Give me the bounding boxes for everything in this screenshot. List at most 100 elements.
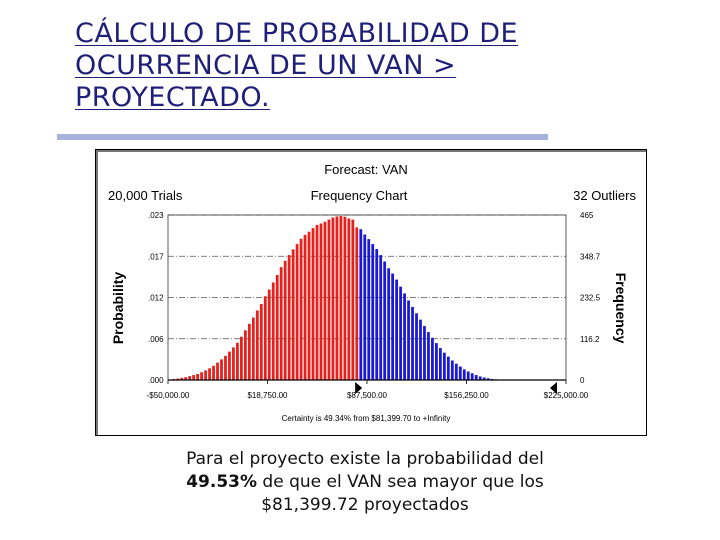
y-tick-label-left: .017 bbox=[148, 252, 164, 261]
trials-label: 20,000 Trials bbox=[108, 188, 183, 203]
histogram-bar bbox=[192, 375, 196, 380]
histogram-bar bbox=[371, 244, 375, 380]
caption-line-2: de que el VAN sea mayor que los bbox=[257, 472, 544, 492]
y-tick-label-left: .006 bbox=[148, 335, 164, 344]
histogram-bar bbox=[415, 313, 418, 380]
histogram-bar bbox=[176, 378, 180, 380]
chart-title: Forecast: VAN bbox=[324, 162, 408, 177]
histogram-bar bbox=[486, 378, 490, 380]
histogram-bar bbox=[200, 372, 203, 380]
y-tick-label-left: .000 bbox=[148, 376, 164, 385]
histogram-bar bbox=[395, 279, 399, 380]
histogram-bar bbox=[478, 376, 482, 380]
histogram-bar bbox=[355, 227, 359, 380]
histogram-bar bbox=[236, 342, 239, 380]
x-tick-label: $18,750.00 bbox=[247, 391, 288, 400]
certainty-text: Certainty is 49.34% from $81,399.70 to +… bbox=[282, 414, 451, 423]
histogram-bar bbox=[399, 286, 402, 380]
histogram-bar bbox=[359, 229, 363, 380]
histogram-bar bbox=[335, 216, 339, 380]
histogram-bar bbox=[327, 219, 331, 380]
histogram-bar bbox=[442, 352, 446, 380]
histogram-bar bbox=[303, 234, 307, 380]
histogram-bar bbox=[315, 224, 319, 380]
histogram-bar bbox=[212, 365, 215, 380]
histogram-bar bbox=[184, 377, 188, 380]
histogram-bar bbox=[275, 274, 279, 380]
histogram-bar bbox=[454, 363, 458, 380]
histogram-bar bbox=[458, 366, 462, 380]
histogram-bar bbox=[343, 216, 347, 380]
title-line-2: OCURRENCIA DE UN VAN > bbox=[75, 50, 457, 81]
y-axis-label-left: Probability bbox=[110, 272, 126, 345]
histogram-bar bbox=[243, 330, 247, 380]
histogram-bar bbox=[482, 377, 486, 380]
y-tick-label-right: 116.2 bbox=[580, 335, 600, 344]
histogram-bar bbox=[196, 373, 200, 380]
certainty-start-marker bbox=[355, 382, 363, 394]
histogram-bar bbox=[474, 375, 478, 380]
histogram-bar bbox=[462, 369, 466, 380]
y-tick-label-left: .012 bbox=[148, 294, 164, 303]
x-tick-label: -$50,000.00 bbox=[147, 391, 190, 400]
title-line-3: PROYECTADO. bbox=[75, 82, 271, 113]
histogram-bar bbox=[291, 249, 295, 380]
histogram-bar bbox=[446, 356, 450, 380]
histogram-bar bbox=[224, 355, 227, 380]
histogram-bar bbox=[299, 238, 303, 380]
histogram-bar bbox=[331, 217, 335, 380]
x-tick-label: $87,500.00 bbox=[347, 391, 388, 400]
histogram-bar bbox=[232, 347, 235, 380]
outliers-label: 32 Outliers bbox=[573, 188, 636, 203]
histogram-bar bbox=[339, 216, 343, 380]
histogram-bar bbox=[435, 343, 438, 380]
histogram-bar bbox=[228, 351, 231, 380]
histogram-bar bbox=[427, 332, 430, 380]
histogram-bar bbox=[287, 255, 291, 380]
histogram-bar bbox=[347, 218, 351, 380]
forecast-chart: Forecast: VAN Frequency Chart 20,000 Tri… bbox=[95, 149, 647, 436]
histogram-bar bbox=[387, 268, 391, 380]
histogram-bar bbox=[375, 249, 379, 380]
y-tick-label-right: 465 bbox=[580, 211, 594, 220]
histogram-bar bbox=[251, 317, 255, 380]
histogram-bar bbox=[311, 228, 315, 380]
caption-probability: 49.53% bbox=[186, 472, 258, 492]
histogram-bar bbox=[411, 306, 414, 380]
histogram-bar bbox=[295, 244, 299, 380]
histogram-bar bbox=[319, 223, 323, 380]
histogram-bar bbox=[216, 362, 219, 380]
caption: Para el proyecto existe la probabilidad … bbox=[140, 448, 590, 517]
histogram-bar bbox=[419, 319, 422, 380]
histogram-bar bbox=[267, 289, 271, 380]
histogram-bar bbox=[391, 273, 395, 380]
histogram-bar bbox=[180, 377, 184, 380]
histogram-bar bbox=[367, 239, 371, 380]
histogram-bar bbox=[247, 323, 251, 380]
histogram-bar bbox=[450, 360, 454, 380]
title-divider bbox=[57, 134, 548, 140]
histogram-bar bbox=[403, 293, 406, 380]
histogram-bar bbox=[188, 376, 192, 380]
histogram-bar bbox=[407, 300, 410, 380]
histogram-bar bbox=[423, 326, 426, 380]
histogram-bar bbox=[470, 373, 474, 380]
frequency-chart-svg: Forecast: VAN Frequency Chart 20,000 Tri… bbox=[108, 162, 636, 423]
histogram-bar bbox=[383, 261, 387, 380]
y-tick-label-left: .023 bbox=[148, 211, 164, 220]
caption-line-3: $81,399.72 proyectados bbox=[261, 495, 469, 515]
caption-line-1: Para el proyecto existe la probabilidad … bbox=[186, 449, 544, 469]
histogram-bar bbox=[259, 304, 263, 380]
histogram-bar bbox=[208, 368, 211, 380]
slide-title: CÁLCULO DE PROBABILIDAD DE OCURRENCIA DE… bbox=[75, 18, 635, 114]
y-tick-label-right: 232.5 bbox=[580, 294, 601, 303]
y-tick-label-right: 0 bbox=[580, 376, 585, 385]
y-axis-label-right: Frequency bbox=[613, 273, 629, 344]
chart-subtitle: Frequency Chart bbox=[311, 188, 408, 203]
histogram-bar bbox=[220, 359, 223, 380]
histogram-bar bbox=[323, 221, 327, 380]
histogram-bar bbox=[255, 310, 259, 380]
histogram-bar bbox=[279, 267, 283, 380]
histogram-bar bbox=[204, 370, 207, 380]
histogram-bar bbox=[307, 231, 311, 380]
